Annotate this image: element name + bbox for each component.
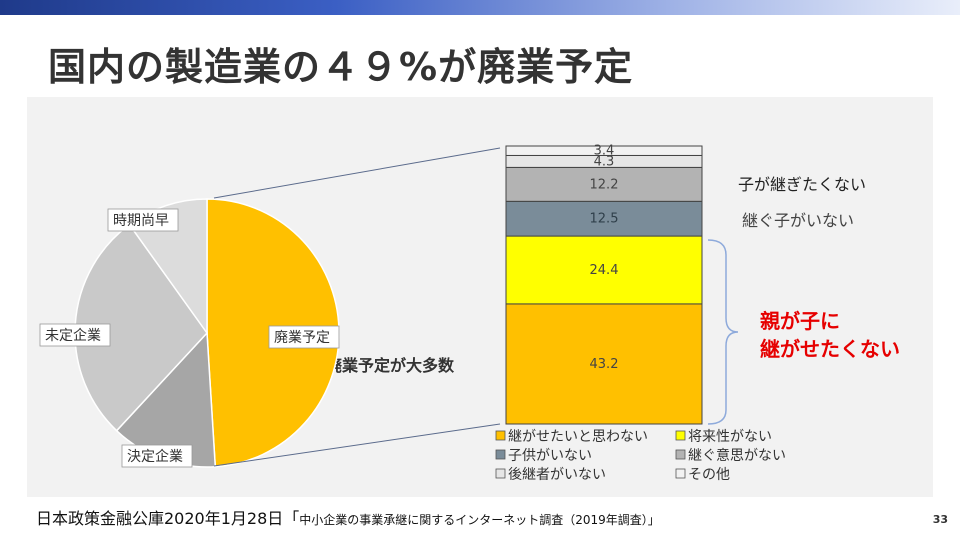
brace-bracket	[707, 239, 739, 425]
bar-value-2: 24.4	[590, 263, 619, 278]
reason-no-successor-label: 継ぐ子がいない	[742, 211, 854, 230]
connector-bottom-line	[213, 423, 501, 467]
bar-value-1: 43.2	[590, 357, 619, 372]
page-number: 33	[932, 513, 948, 526]
pie-label-1: 廃業予定	[274, 329, 330, 346]
pie-label-box-1	[268, 325, 340, 349]
legend-label-3: 子供がいない	[508, 448, 592, 464]
bar-value-6: 3.4	[594, 144, 615, 159]
source-citation: 日本政策金融公庫2020年1月28日「中小企業の事業承継に関するインターネット調…	[36, 505, 660, 529]
slide-title: 国内の製造業の４９%が廃業予定	[48, 45, 634, 89]
legend-label-1: 継がせたいと思わない	[508, 429, 648, 445]
pie-center-annotation: 廃業予定が大多数	[326, 356, 455, 375]
legend-swatch-1	[495, 430, 506, 441]
pie-label-box-3	[39, 323, 111, 347]
pie-label-box-4	[107, 208, 179, 232]
legend-label-4: 継ぐ意思がない	[688, 447, 786, 464]
bar-segment-1	[505, 303, 703, 425]
source-main: 日本政策金融公庫2020年1月28日「	[36, 509, 300, 528]
pie-label-box-2	[121, 444, 193, 468]
reason-parent-line2: 継がせたくない	[760, 337, 900, 361]
connector-top-line	[213, 147, 501, 199]
bar-segment-2	[505, 235, 703, 305]
reason-no-wish-label: 子が継ぎたくない	[738, 175, 866, 194]
bar-segment-6	[505, 145, 703, 156]
bar-value-4: 12.2	[590, 177, 619, 192]
pie-label-2: 決定企業	[127, 448, 183, 465]
bar-value-5: 4.3	[594, 154, 615, 169]
legend-swatch-5	[495, 468, 506, 479]
legend-label-2: 将来性がない	[688, 429, 772, 445]
source-sub: 中小企業の事業承継に関するインターネット調査（2019年調査）」	[299, 513, 660, 527]
pie-label-4: 時期尚早	[113, 213, 169, 229]
pie-label-3: 未定企業	[45, 327, 101, 344]
bar-segment-3	[505, 200, 703, 237]
bar-value-3: 12.5	[590, 212, 619, 227]
legend-swatch-4	[675, 449, 686, 460]
header-gradient-bar	[0, 0, 960, 15]
legend-swatch-2	[675, 430, 686, 441]
legend-swatch-3	[495, 449, 506, 460]
legend-label-5: 後継者がいない	[508, 467, 606, 483]
legend-swatch-6	[675, 468, 686, 479]
legend-label-6: その他	[688, 467, 730, 483]
reason-parent-line1: 親が子に	[760, 309, 840, 333]
